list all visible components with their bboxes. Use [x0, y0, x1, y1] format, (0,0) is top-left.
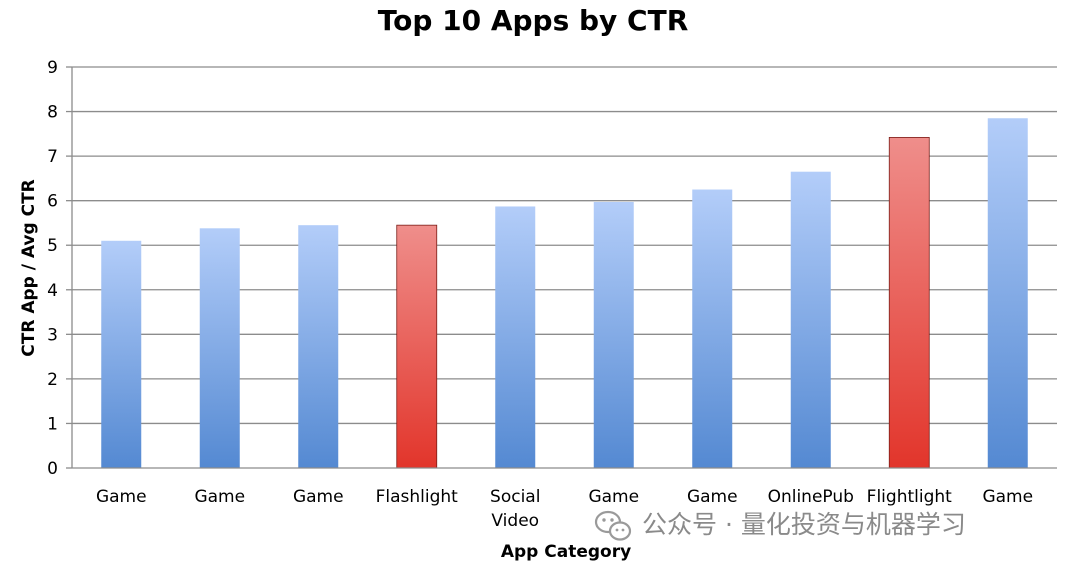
x-tick-label: Game — [194, 487, 245, 507]
y-tick-label: 8 — [47, 103, 58, 123]
y-tick-label: 0 — [47, 459, 58, 479]
y-tick-label: 7 — [47, 147, 58, 167]
bar — [495, 206, 536, 468]
bars — [101, 118, 1028, 469]
bar — [101, 240, 142, 468]
y-tick-label: 6 — [47, 192, 58, 212]
bar — [593, 202, 634, 468]
x-tick-label: Flashlight — [376, 487, 459, 507]
x-tick-label: Game — [982, 487, 1033, 507]
bar — [298, 225, 339, 468]
bar — [790, 171, 831, 468]
bar — [987, 118, 1028, 468]
x-tick-label-line: Game — [982, 487, 1033, 507]
x-tick-label: Game — [588, 487, 639, 507]
x-tick-label-line: Video — [491, 511, 539, 531]
wechat-icon — [594, 510, 632, 541]
bar — [199, 228, 240, 468]
bar-highlighted — [888, 136, 930, 469]
x-axis-tick-labels: Game Game Game Flashlight Social Video Game Gam… — [96, 487, 1033, 531]
x-tick-label-line: Game — [293, 487, 344, 507]
x-axis-label: App Category — [501, 542, 631, 562]
y-tick-label: 9 — [47, 58, 58, 78]
x-tick-label-line: Game — [588, 487, 639, 507]
x-tick-label-line: Game — [96, 487, 147, 507]
y-tick-label: 4 — [47, 281, 58, 301]
x-tick-label: Social Video — [490, 487, 540, 531]
x-tick-label-line: Flightlight — [867, 487, 952, 507]
y-axis-label: CTR App / Avg CTR — [19, 179, 39, 357]
x-tick-label-line: Flashlight — [376, 487, 459, 507]
x-tick-label: Game — [96, 487, 147, 507]
chart-title: Top 10 Apps by CTR — [378, 4, 689, 37]
y-tick-label: 1 — [47, 414, 58, 434]
bar — [692, 189, 733, 468]
bar-highlighted — [396, 224, 438, 469]
x-tick-label: Game — [293, 487, 344, 507]
watermark: 公众号 · 量化投资与机器学习 — [594, 510, 966, 541]
watermark-text: 公众号 · 量化投资与机器学习 — [642, 510, 966, 539]
y-tick-label: 3 — [47, 325, 58, 345]
y-tick-label: 2 — [47, 370, 58, 390]
x-tick-label-line: OnlinePub — [768, 487, 854, 507]
x-tick-label: OnlinePub — [768, 487, 854, 507]
x-tick-label: Flightlight — [867, 487, 952, 507]
x-tick-label-line: Game — [687, 487, 738, 507]
y-axis-ticks: 0 1 2 3 4 5 6 7 8 9 — [47, 58, 72, 479]
x-tick-label: Game — [687, 487, 738, 507]
x-tick-label-line: Game — [194, 487, 245, 507]
y-tick-label: 5 — [47, 236, 58, 256]
x-tick-label-line: Social — [490, 487, 540, 507]
